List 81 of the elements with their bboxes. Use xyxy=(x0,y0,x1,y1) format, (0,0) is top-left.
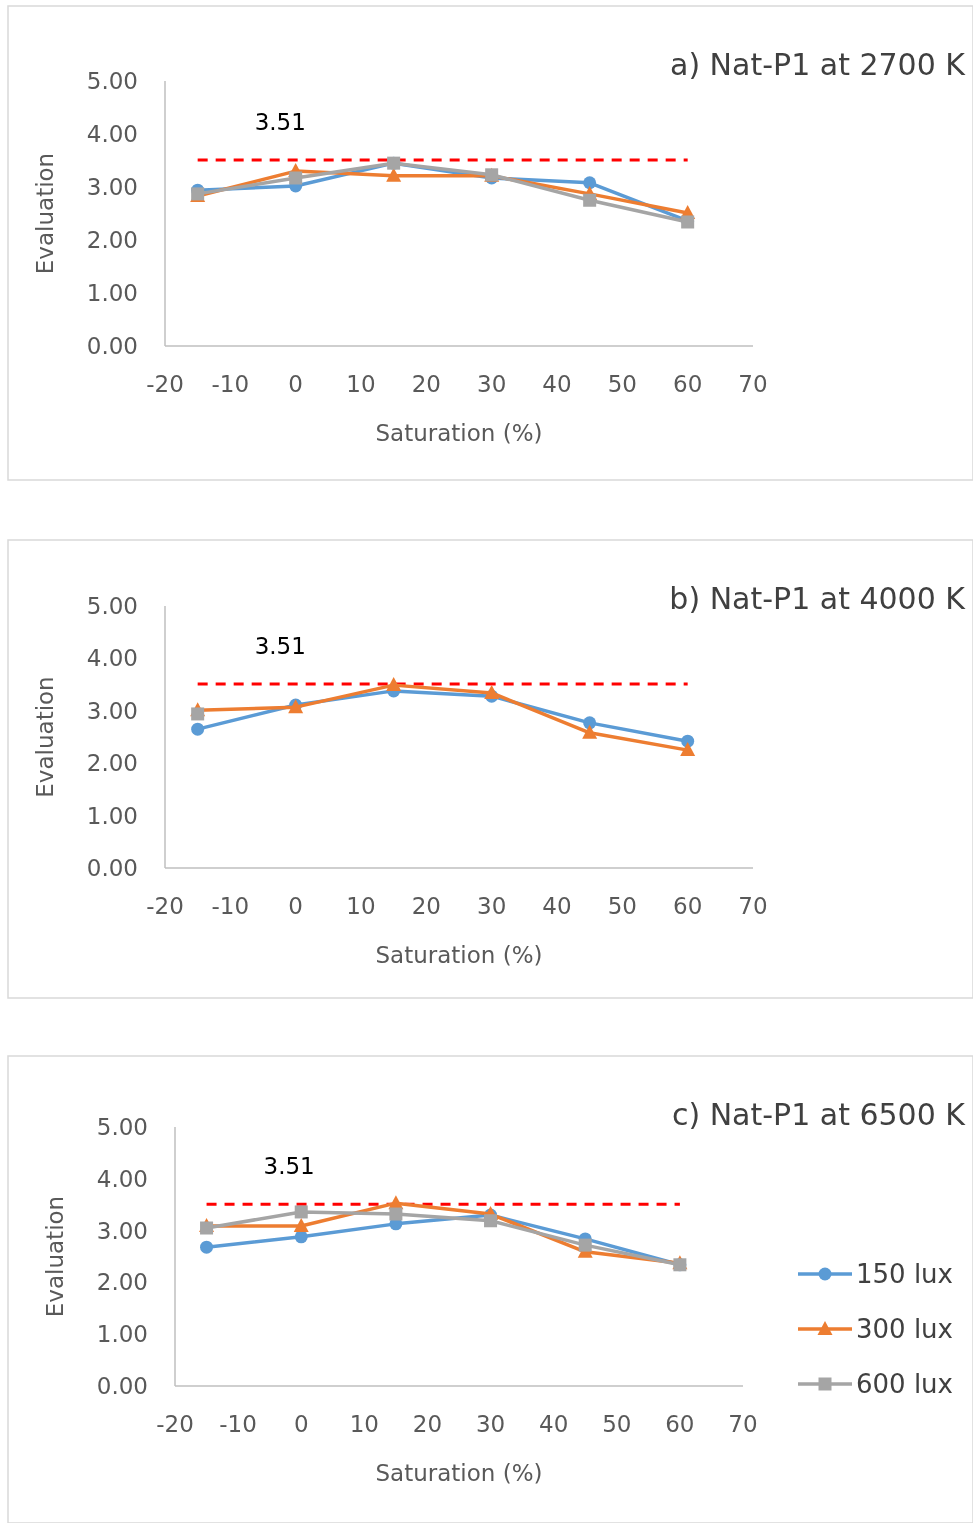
y-tick-label: 4.00 xyxy=(86,121,138,147)
ref-line-label: 3.51 xyxy=(254,108,306,135)
y-tick-label: 3.00 xyxy=(96,1217,148,1244)
x-axis-title: Saturation (%) xyxy=(375,942,543,968)
y-tick-label: 3.00 xyxy=(86,697,138,724)
y-tick-label: 1.00 xyxy=(86,280,138,306)
point xyxy=(386,167,402,182)
y-tick-label: 2.00 xyxy=(86,750,138,777)
y-tick-label: 0.00 xyxy=(96,1373,148,1399)
y-axis-title: Evaluation xyxy=(32,152,58,275)
y-tick-label: 5.00 xyxy=(86,593,138,619)
x-tick-label: 10 xyxy=(346,893,376,919)
x-tick-label: 40 xyxy=(542,371,572,397)
y-axis-title: Evaluation xyxy=(32,676,58,798)
point xyxy=(191,722,205,736)
x-tick-label: -20 xyxy=(146,893,184,919)
x-tick-label: 70 xyxy=(738,371,768,397)
y-axis-title: Evaluation xyxy=(42,1195,68,1318)
x-tick-label: -10 xyxy=(211,371,250,397)
y-tick-label: 3.00 xyxy=(86,174,138,200)
point xyxy=(680,742,696,757)
x-axis-title: Saturation (%) xyxy=(375,420,543,446)
y-tick-label: 2.00 xyxy=(86,227,138,253)
y-tick-label: 5.00 xyxy=(86,68,138,94)
x-tick-label: 40 xyxy=(542,893,572,919)
ref-line-label: 3.51 xyxy=(254,633,306,660)
legend-label: 600 lux xyxy=(856,1369,953,1399)
y-tick-label: 5.00 xyxy=(96,1114,148,1140)
point xyxy=(389,1207,403,1221)
text: a) Nat-P1 at 2700 K xyxy=(670,47,967,82)
point xyxy=(578,1238,592,1252)
point xyxy=(583,176,597,190)
y-tick-label: 4.00 xyxy=(86,645,138,672)
x-tick-label: 50 xyxy=(602,1411,632,1437)
x-tick-label: 70 xyxy=(728,1411,758,1437)
x-tick-label: 70 xyxy=(738,893,768,919)
x-tick-label: 40 xyxy=(539,1411,569,1437)
point xyxy=(191,707,205,721)
x-tick-label: 60 xyxy=(665,1411,695,1437)
text: c) Nat-P1 at 6500 K xyxy=(671,1097,967,1132)
y-tick-label: 0.00 xyxy=(86,333,138,359)
ref-line-label: 3.51 xyxy=(263,1153,315,1180)
y-tick-label: 1.00 xyxy=(86,802,138,829)
legend-label: 300 lux xyxy=(856,1314,953,1344)
x-tick-label: 20 xyxy=(411,371,441,397)
x-tick-label: 50 xyxy=(607,371,637,397)
point xyxy=(294,1205,308,1219)
point xyxy=(582,724,598,739)
x-tick-label: -20 xyxy=(146,371,184,397)
x-tick-label: 30 xyxy=(475,1411,506,1437)
point xyxy=(200,1240,214,1254)
x-axis-title: Saturation (%) xyxy=(375,1460,543,1486)
x-tick-label: 60 xyxy=(673,371,703,397)
y-tick-label: 1.00 xyxy=(96,1321,148,1348)
point xyxy=(386,677,402,692)
point xyxy=(289,171,303,185)
x-tick-label: 30 xyxy=(477,893,507,919)
point xyxy=(200,1221,214,1235)
x-tick-label: 50 xyxy=(607,893,637,919)
x-tick-label: 30 xyxy=(477,371,507,397)
point xyxy=(583,193,597,207)
point xyxy=(484,1214,498,1228)
x-tick-label: 0 xyxy=(288,371,303,397)
text: b) Nat-P1 at 4000 K xyxy=(669,581,967,616)
x-tick-label: -20 xyxy=(156,1411,194,1437)
y-tick-label: 2.00 xyxy=(96,1269,148,1296)
x-tick-label: 0 xyxy=(288,893,303,919)
point xyxy=(583,716,597,730)
x-tick-label: 10 xyxy=(346,371,376,397)
x-tick-label: 0 xyxy=(293,1411,309,1437)
point xyxy=(484,684,500,699)
legend-label: 150 lux xyxy=(856,1259,953,1289)
y-tick-label: 0.00 xyxy=(86,855,138,881)
y-tick-label: 4.00 xyxy=(96,1165,148,1192)
x-tick-label: 20 xyxy=(411,893,441,919)
point xyxy=(293,1217,309,1232)
x-tick-label: 60 xyxy=(673,893,703,919)
x-tick-label: 10 xyxy=(349,1411,379,1437)
x-tick-label: -10 xyxy=(219,1411,257,1437)
x-tick-label: -10 xyxy=(211,893,250,919)
x-tick-label: 20 xyxy=(412,1411,443,1437)
